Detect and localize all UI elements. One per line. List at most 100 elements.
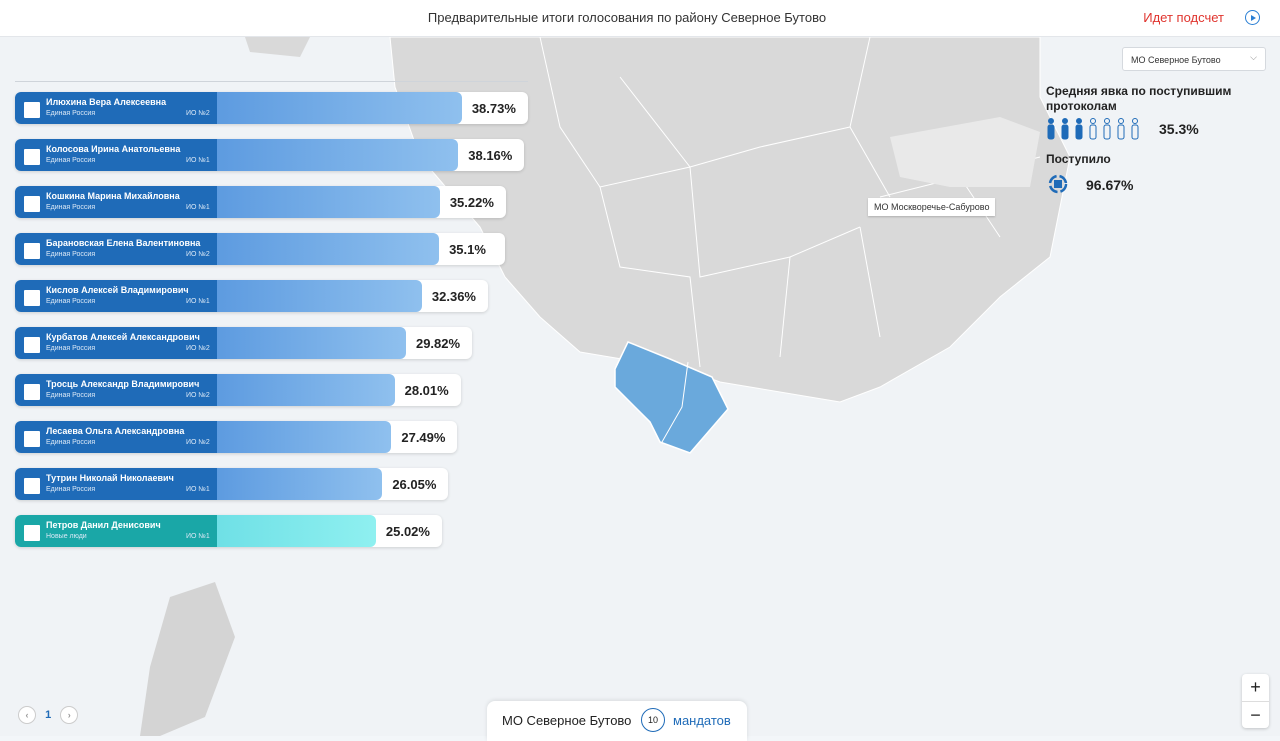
received-value: 96.67% [1086,177,1134,193]
percent-label: 28.01% [404,383,449,398]
turnout-title: Средняя явка по поступившим протоколам [1046,84,1232,113]
party-name: Единая Россия [46,251,96,258]
district: ИО №1 [186,298,210,305]
status: Идет подсчет [1143,10,1224,25]
party-logo [22,382,42,402]
percent-label: 35.1% [449,242,486,257]
party-name: Единая Россия [46,157,96,164]
percent-label: 35.22% [449,195,494,210]
result-bar: Лесаева Ольга Александровна Единая Россия… [15,421,392,453]
party-name: Единая Россия [46,392,96,399]
zoom-out[interactable]: − [1242,701,1269,729]
party-logo [22,147,42,167]
district-selector[interactable]: МО Северное Бутово [1122,45,1266,71]
candidate-name: Колосова Ирина Анатольевна [46,144,181,154]
name-block [15,233,217,265]
candidate-name: Курбатов Алексей Александрович [46,332,200,342]
result-bar: Барановская Елена Валентиновна Единая Рос… [15,233,440,265]
page-number[interactable]: 1 [45,708,52,721]
bar-fill [217,186,440,218]
mandates-label: мандатов [673,713,731,728]
next-page[interactable]: › [60,706,79,724]
turnout-value: 35.3% [1159,121,1199,137]
result-bar: Кислов Алексей Владимирович Единая Россия… [15,280,422,312]
party-logo [22,335,42,355]
district: ИО №1 [186,486,210,493]
received-title: Поступило [1046,152,1111,166]
name-block [15,139,217,171]
bar-fill [217,374,395,406]
bar-fill [217,233,440,265]
district: ИО №2 [186,439,210,446]
bar-fill [217,468,383,500]
candidate-name: Тутрин Николай Николаевич [46,473,174,483]
bar-fill [217,421,392,453]
result-bar: Курбатов Алексей Александрович Единая Рос… [15,327,406,359]
percent-label: 32.36% [431,289,476,304]
name-block [15,327,217,359]
name-block [15,515,217,547]
map-label: МО Москворечье-Сабурово [868,198,996,216]
party-name: Новые люди [46,533,87,540]
name-block [15,374,217,406]
candidate-name: Кислов Алексей Владимирович [46,285,189,295]
mandates-count: 10 [641,708,665,732]
party-logo [22,288,42,308]
party-logo [22,476,42,496]
district: ИО №2 [186,251,210,258]
party-logo [22,241,42,261]
map-area [245,37,310,57]
result-bar: Илюхина Вера Алексеевна Единая Россия ИО №… [15,92,462,124]
district: ИО №1 [186,533,210,540]
candidate-name: Илюхина Вера Алексеевна [46,97,167,107]
candidate-name: Тросць Александр Владимирович [46,379,200,389]
percent-label: 29.82% [415,336,461,351]
percent-label: 25.02% [385,524,430,539]
district: ИО №1 [186,204,210,211]
party-logo [22,100,42,120]
name-block [15,186,217,218]
map-area [890,117,1040,187]
district: ИО №2 [186,345,210,352]
party-logo [22,523,42,543]
party-name: Единая Россия [46,110,96,117]
title: Предварительные итоги голосования по рай… [427,10,827,25]
header: Предварительные итоги голосования по рай… [0,0,1280,37]
bar-fill [217,515,376,547]
party-logo [22,194,42,214]
map-area [389,37,1071,403]
district: ИО №1 [186,157,210,164]
party-name: Единая Россия [46,298,96,305]
bar-fill [217,280,422,312]
party-logo [22,429,42,449]
bar-fill [217,139,459,171]
candidate-name: Кошкина Марина Михайловна [46,191,180,201]
pager: ‹ 1 › [18,706,79,724]
bar-fill [217,92,462,124]
turnout-icons [1047,118,1139,140]
result-bar: Тутрин Николай Николаевич Единая Россия ИО… [15,468,383,500]
footer: МО Северное Бутово 10 мандатов [487,701,747,741]
percent-label: 27.49% [401,430,446,445]
party-name: Единая Россия [46,439,96,446]
name-block [15,92,217,124]
zoom-in[interactable]: + [1250,677,1261,697]
separator [15,81,528,82]
candidate-name: Лесаева Ольга Александровна [46,426,185,436]
district-border [661,361,689,443]
footer-district: МО Северное Бутово [502,713,632,728]
result-bar: Колосова Ирина Анатольевна Единая Россия И… [15,139,459,171]
received-icon [1048,174,1068,194]
candidate-name: Петров Данил Денисович [46,520,161,530]
district: ИО №2 [186,110,210,117]
name-block [15,468,217,500]
percent-label: 26.05% [392,477,437,492]
name-block [15,421,217,453]
party-name: Единая Россия [46,486,96,493]
name-block [15,280,217,312]
zoom-controls: + − [1242,674,1269,728]
play-button[interactable] [1245,10,1260,25]
selected-district[interactable] [614,341,729,454]
prev-page[interactable]: ‹ [18,706,36,724]
